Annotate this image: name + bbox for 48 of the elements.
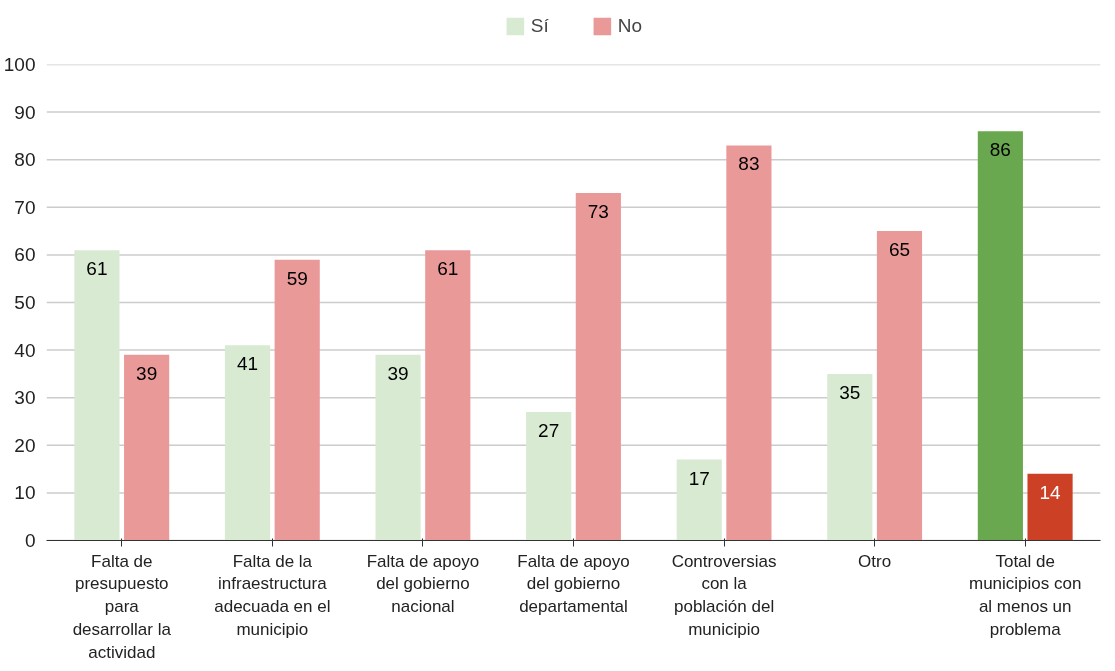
x-tick-label: Falta de apoyo del gobierno departamental <box>517 551 630 617</box>
x-tick-label: Total de municipios con al menos un problema <box>968 551 1082 639</box>
bar <box>977 131 1023 541</box>
bar <box>1027 473 1073 541</box>
x-tick-label: Controversias con la población del municipio <box>671 551 777 639</box>
bar <box>224 345 271 541</box>
y-tick-label: 10 <box>14 482 36 504</box>
y-tick-label: 0 <box>24 530 36 551</box>
y-tick-label: 40 <box>14 339 36 361</box>
data-label: 86 <box>989 139 1011 161</box>
bar <box>726 145 772 541</box>
data-label: 41 <box>236 353 259 375</box>
data-label: 14 <box>1039 481 1062 503</box>
bar <box>676 459 722 541</box>
y-tick-label: 60 <box>14 244 36 266</box>
bar <box>74 250 120 541</box>
data-label: 65 <box>888 239 911 261</box>
bar <box>827 373 873 541</box>
legend-label: No <box>617 15 643 37</box>
bar <box>375 354 421 541</box>
data-label: 61 <box>86 258 108 280</box>
y-tick-label: 50 <box>14 292 36 313</box>
data-label: 61 <box>437 258 459 280</box>
data-label: 35 <box>839 381 861 403</box>
y-tick-label: 20 <box>14 434 36 456</box>
data-label: 17 <box>688 467 710 489</box>
data-label: 83 <box>738 153 760 175</box>
x-tick-label: Otro <box>858 551 892 571</box>
data-label: 73 <box>587 201 609 223</box>
x-tick-label: Falta de la infraestructura adecuada en el municipio <box>214 551 331 639</box>
y-tick-label: 100 <box>3 54 36 75</box>
data-label: 39 <box>136 362 158 384</box>
y-tick-label: 70 <box>14 196 36 218</box>
x-tick-label: Falta de presupuesto para desarrollar la actividad <box>72 551 172 662</box>
data-label: 59 <box>286 267 308 289</box>
y-tick-label: 90 <box>14 101 36 123</box>
bar <box>274 259 320 541</box>
bar <box>526 411 572 541</box>
bar <box>124 354 170 541</box>
data-label: 27 <box>538 419 560 441</box>
bar <box>425 250 471 541</box>
data-label: 39 <box>387 362 409 384</box>
y-tick-label: 30 <box>14 387 36 409</box>
bar <box>876 231 923 541</box>
bar <box>575 193 621 541</box>
y-tick-label: 80 <box>14 149 36 171</box>
legend-label: Sí <box>530 15 550 37</box>
x-tick-label: Falta de apoyo del gobierno nacional <box>366 551 480 617</box>
